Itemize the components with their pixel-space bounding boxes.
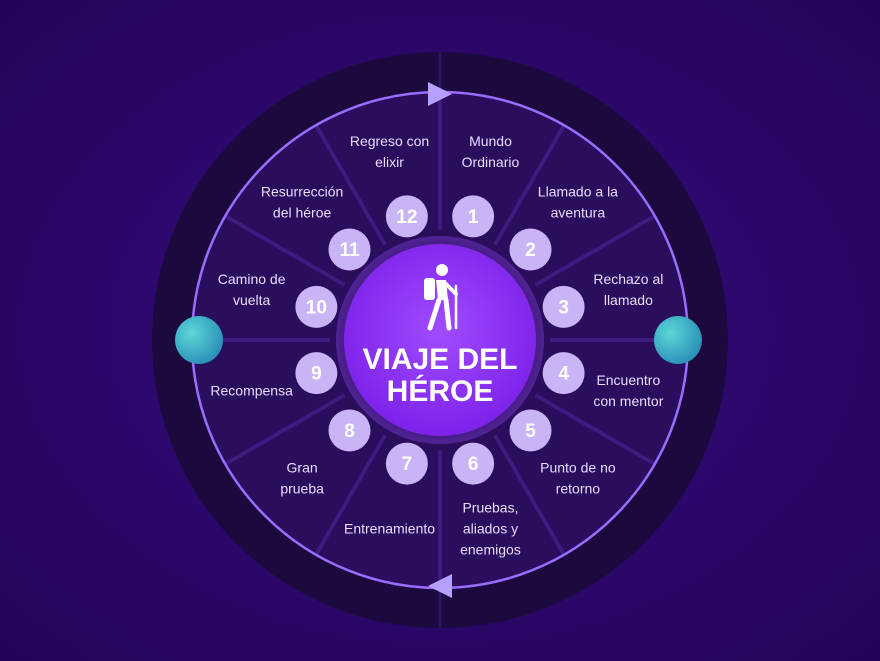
journey-step-8: 8 Gran prueba <box>280 409 371 496</box>
step-label-line: Resurrección <box>261 184 343 200</box>
step-label: Llamado a la aventura <box>538 184 618 221</box>
step-label-line: enemigos <box>460 541 521 557</box>
step-number-circle <box>452 442 495 485</box>
step-number: 6 <box>468 454 479 475</box>
step-label-line: aliados y <box>463 520 518 536</box>
journey-steps: 1 Mundo Ordinario 2 Llamado a la aventura 3 Rec… <box>210 133 663 557</box>
step-label: Recompensa <box>210 382 293 398</box>
step-number: 1 <box>468 207 479 228</box>
step-label: Entrenamiento <box>344 520 435 536</box>
step-label: Resurrección del héroe <box>261 184 343 221</box>
step-label-line: Pruebas, <box>462 499 518 515</box>
step-number: 9 <box>311 364 322 385</box>
sector-divider <box>534 393 656 466</box>
journey-step-4: 4 Encuentro con mentor <box>542 352 664 409</box>
step-label-line: aventura <box>551 205 606 221</box>
diagram-title-line-1: VIAJE DEL <box>362 343 517 376</box>
arrow-right-icon <box>428 82 452 106</box>
step-label-line: Mundo <box>469 133 512 149</box>
step-label: Pruebas, aliados y enemigos <box>460 499 521 557</box>
journey-step-10: 10 Camino de vuelta <box>218 271 338 328</box>
step-number: 11 <box>339 240 360 261</box>
step-label: Regreso con elixir <box>350 133 429 170</box>
step-label-line: Gran <box>287 459 318 475</box>
sector-divider <box>493 434 566 556</box>
step-label-line: Llamado a la <box>538 184 618 200</box>
step-label-line: Encuentro <box>596 372 660 388</box>
left-marker <box>175 316 223 364</box>
step-number: 10 <box>306 297 327 318</box>
sector-divider <box>493 124 566 246</box>
step-label-line: Entrenamiento <box>344 520 435 536</box>
center-circle <box>344 244 536 436</box>
step-label-line: prueba <box>280 480 324 496</box>
step-number: 5 <box>525 421 536 442</box>
sector-divider <box>224 214 346 287</box>
step-label-line: Punto de no <box>540 459 616 475</box>
journey-step-5: 5 Punto de no retorno <box>509 409 616 496</box>
step-label-line: del héroe <box>273 205 332 221</box>
step-label-line: con mentor <box>593 393 663 409</box>
step-number: 8 <box>344 421 355 442</box>
sector-divider <box>224 393 346 466</box>
sector-divider <box>534 214 656 287</box>
step-label-line: elixir <box>375 154 404 170</box>
step-number-circle <box>509 409 552 452</box>
step-label: Gran prueba <box>280 459 324 496</box>
step-number: 7 <box>402 454 413 475</box>
step-number-circle <box>385 195 428 238</box>
step-label: Encuentro con mentor <box>593 372 663 409</box>
step-number-circle <box>295 285 338 328</box>
step-number-circle <box>328 228 371 271</box>
step-label-line: Regreso con <box>350 133 429 149</box>
step-label: Camino de vuelta <box>218 271 286 308</box>
journey-step-1: 1 Mundo Ordinario <box>452 133 520 238</box>
step-label-line: retorno <box>556 480 601 496</box>
step-number: 2 <box>525 240 536 261</box>
journey-step-3: 3 Rechazo al llamado <box>542 271 663 328</box>
journey-step-6: 6 Pruebas, aliados y enemigos <box>452 442 521 557</box>
diagram-title-line-2: HÉROE <box>387 374 494 408</box>
arrow-left-icon <box>428 574 452 598</box>
journey-step-7: 7 Entrenamiento <box>344 442 435 536</box>
step-label: Punto de no retorno <box>540 459 616 496</box>
step-label-line: Camino de <box>218 271 286 287</box>
step-label-line: vuelta <box>233 292 271 308</box>
journey-step-12: 12 Regreso con elixir <box>350 133 429 238</box>
step-label-line: llamado <box>604 292 653 308</box>
step-number: 12 <box>396 207 417 228</box>
step-number-circle <box>509 228 552 271</box>
step-number: 3 <box>558 297 569 318</box>
step-number: 4 <box>558 364 569 385</box>
step-label-line: Ordinario <box>462 154 520 170</box>
sector-dividers <box>192 92 688 588</box>
journey-step-2: 2 Llamado a la aventura <box>509 184 618 271</box>
step-label: Mundo Ordinario <box>462 133 520 170</box>
step-number-circle <box>542 285 585 328</box>
hiker-icon <box>424 264 458 331</box>
journey-step-11: 11 Resurrección del héroe <box>261 184 371 271</box>
sector-divider <box>314 124 387 246</box>
sector-divider <box>314 434 387 556</box>
right-marker <box>654 316 702 364</box>
step-number-circle <box>542 352 585 395</box>
step-number-circle <box>295 352 338 395</box>
step-number-circle <box>328 409 371 452</box>
journey-step-9: 9 Recompensa <box>210 352 338 398</box>
step-number-circle <box>452 195 495 238</box>
step-label-line: Rechazo al <box>593 271 663 287</box>
step-label-line: Recompensa <box>210 382 293 398</box>
step-number-circle <box>385 442 428 485</box>
step-label: Rechazo al llamado <box>593 271 663 308</box>
